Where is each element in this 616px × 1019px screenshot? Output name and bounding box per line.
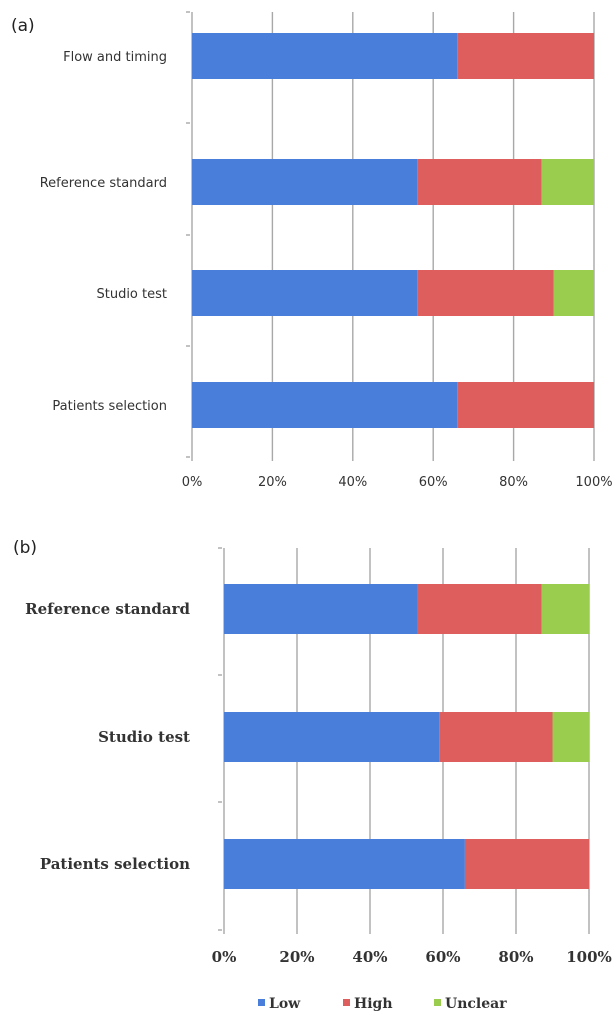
- x-tick-label: 40%: [352, 948, 387, 966]
- panel-label: (b): [13, 538, 37, 558]
- x-tick-label: 20%: [279, 948, 314, 966]
- bar-unclear: [541, 159, 594, 205]
- legend-label-low: Low: [269, 996, 301, 1012]
- category-label: Reference standard: [40, 176, 167, 191]
- category-label: Patients selection: [52, 399, 167, 414]
- x-tick-label: 40%: [338, 475, 367, 490]
- bar-low: [192, 382, 458, 428]
- bar-low: [224, 712, 440, 762]
- bar-high: [439, 712, 553, 762]
- bar-low: [192, 33, 458, 79]
- x-tick-label: 0%: [212, 948, 237, 966]
- bar-low: [192, 159, 418, 205]
- bar-low: [224, 584, 418, 634]
- bar-high: [457, 382, 594, 428]
- bar-unclear: [553, 270, 594, 316]
- legend-label-unclear: Unclear: [445, 996, 507, 1012]
- chart-panel-a: (a) Flow and timing Reference standard Stud…: [11, 11, 613, 490]
- legend-swatch-unclear: [434, 999, 441, 1006]
- x-tick-label: 60%: [419, 475, 448, 490]
- category-label: Flow and timing: [63, 50, 167, 65]
- bar-high: [457, 33, 594, 79]
- x-tick-label: 100%: [566, 948, 612, 966]
- x-tick-label: 20%: [258, 475, 287, 490]
- bar-high: [417, 270, 554, 316]
- panel-label: (a): [11, 16, 35, 36]
- category-label: Reference standard: [25, 600, 190, 618]
- bar-low: [192, 270, 418, 316]
- chart-panel-b: (b) Reference standard Studio test Patients…: [13, 538, 612, 1012]
- x-tick-label: 80%: [498, 948, 533, 966]
- bar-high: [417, 159, 542, 205]
- category-label: Studio test: [96, 287, 167, 302]
- x-tick-label: 80%: [499, 475, 528, 490]
- category-label: Patients selection: [40, 855, 190, 873]
- legend-swatch-high: [343, 999, 350, 1006]
- bar-low: [224, 839, 465, 889]
- bar-high: [464, 839, 589, 889]
- category-label: Studio test: [98, 728, 190, 746]
- bar-unclear: [541, 584, 589, 634]
- legend-label-high: High: [354, 996, 393, 1012]
- bar-unclear: [552, 712, 589, 762]
- x-tick-label: 0%: [182, 475, 203, 490]
- bar-high: [417, 584, 542, 634]
- x-tick-label: 60%: [425, 948, 460, 966]
- x-tick-label: 100%: [575, 475, 612, 490]
- legend-swatch-low: [258, 999, 265, 1006]
